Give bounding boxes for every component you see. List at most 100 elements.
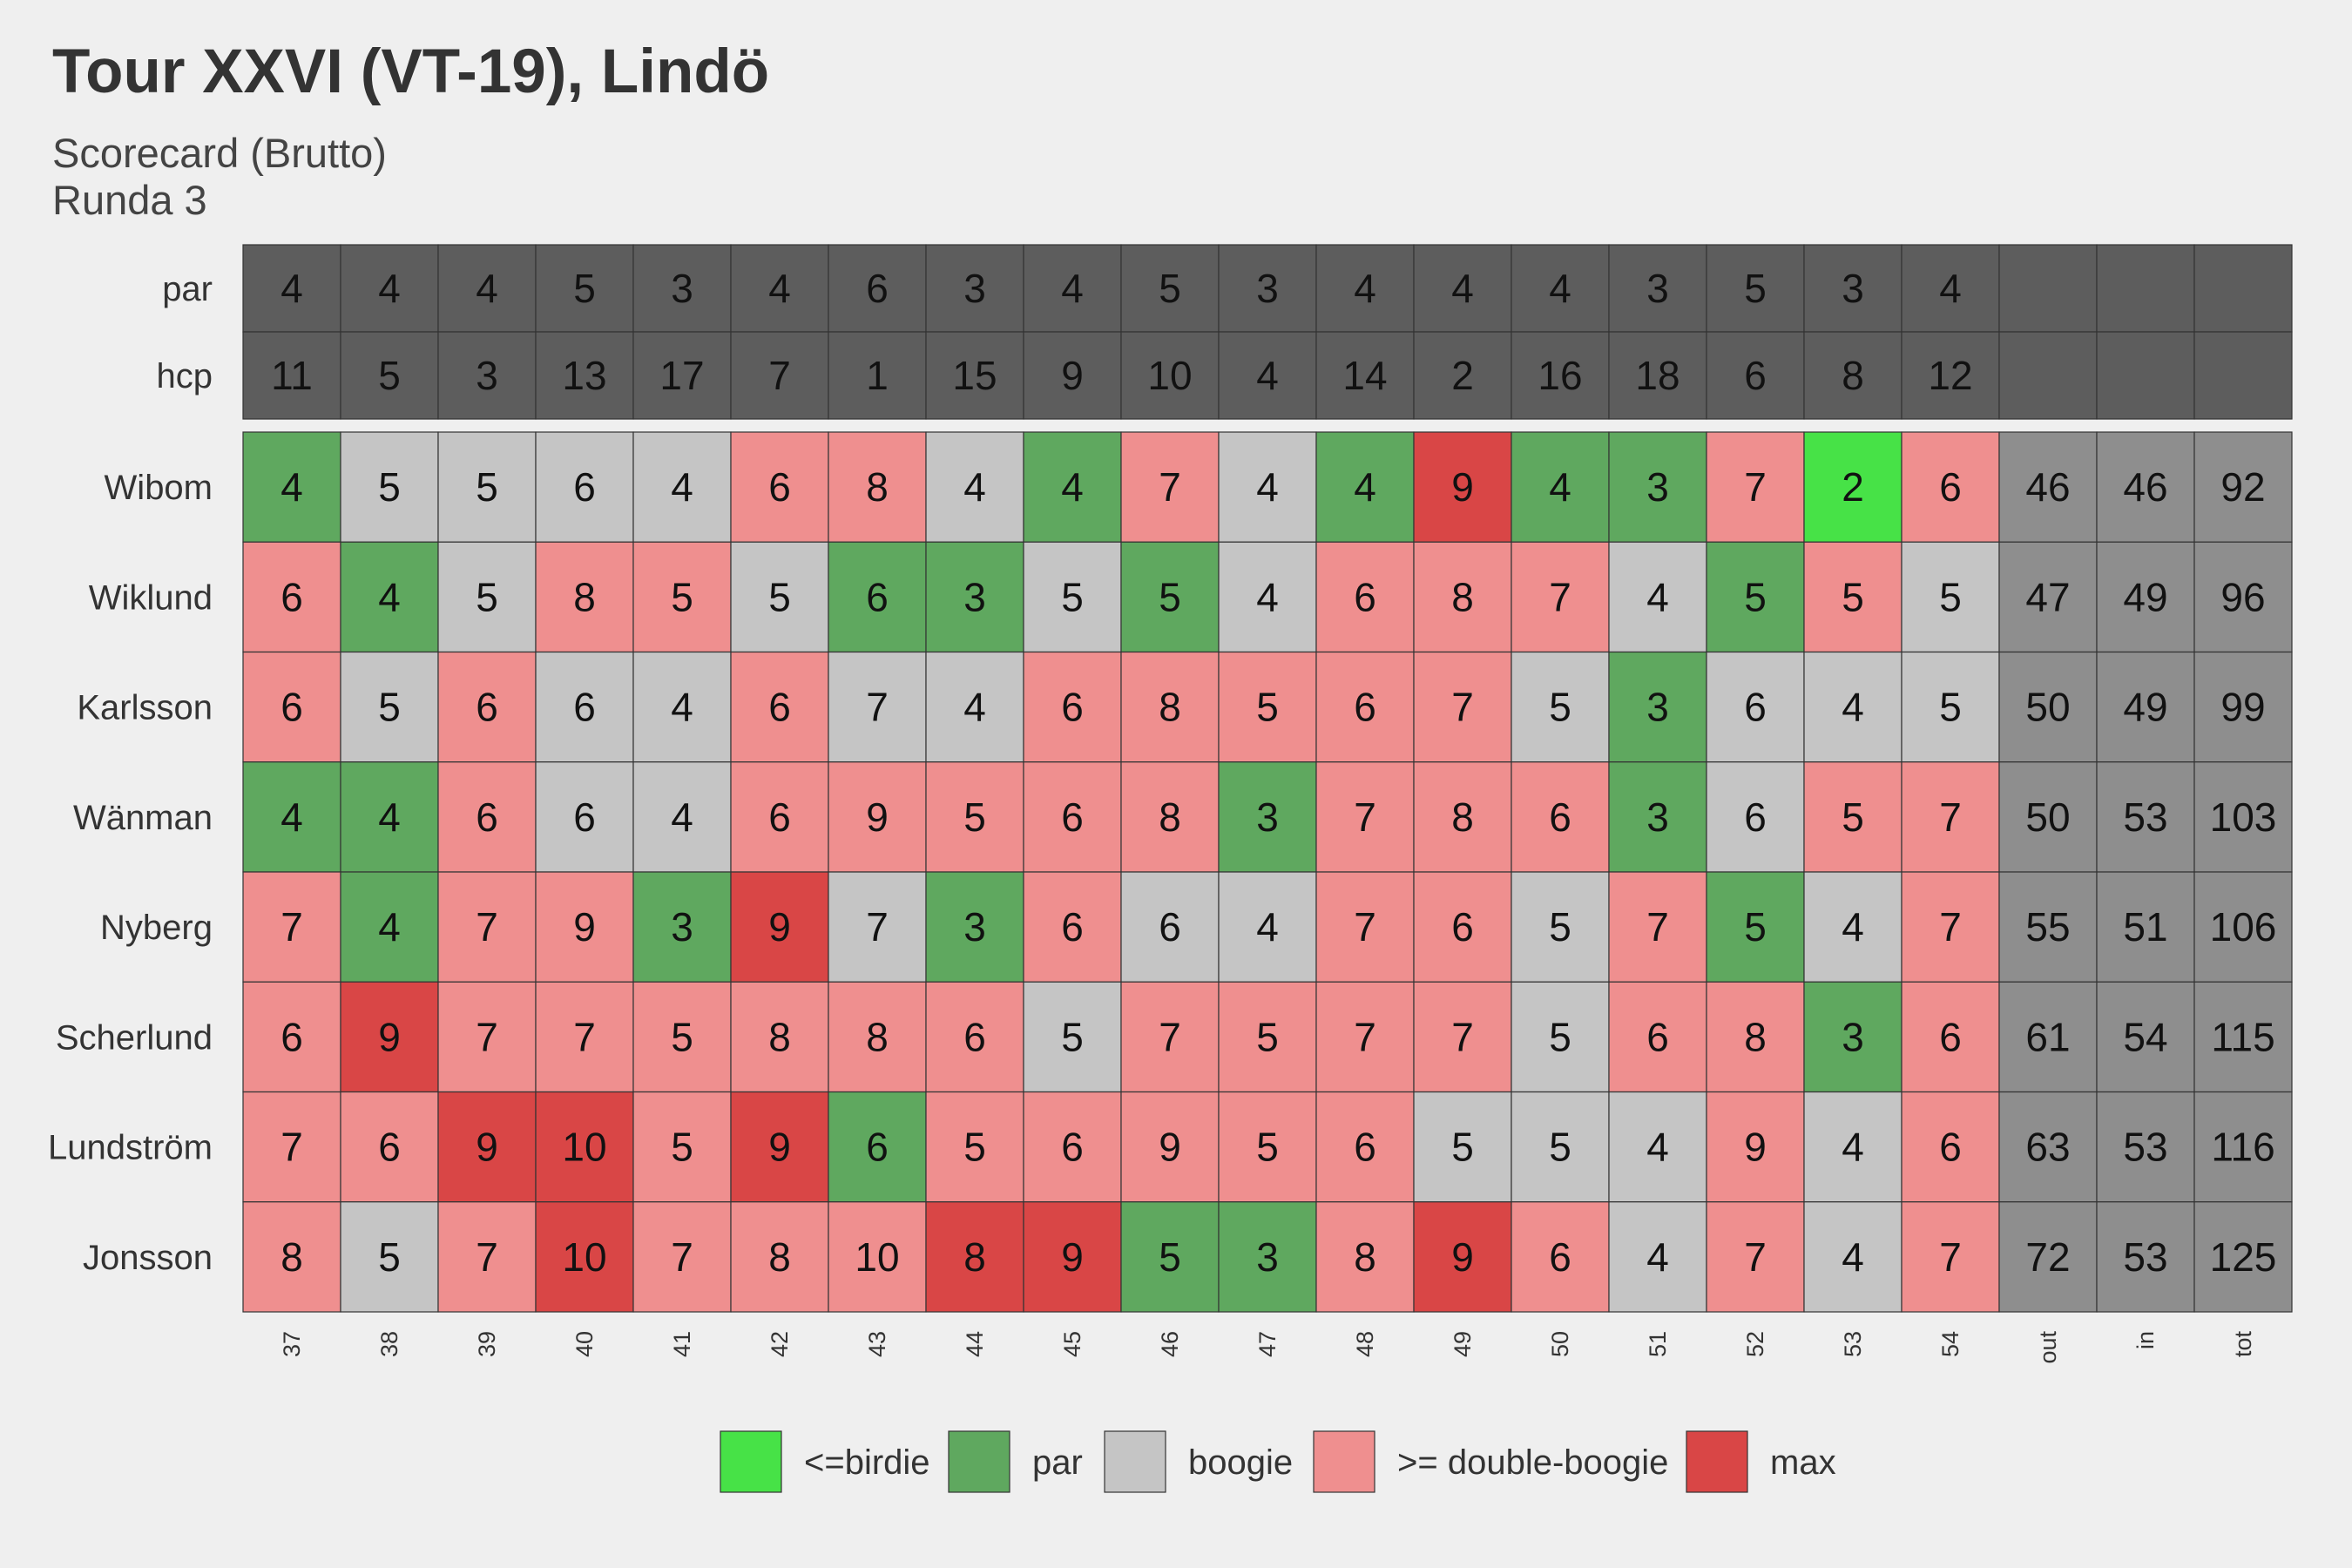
score-cell-value: 4 [963, 685, 986, 730]
score-cell [828, 1091, 927, 1203]
score-cell [535, 1091, 634, 1203]
column-label: 41 [669, 1331, 695, 1357]
score-cell-value: 5 [1256, 1125, 1279, 1170]
score-cell-value: 7 [1451, 1014, 1474, 1059]
score-cell [1023, 981, 1122, 1093]
score-cell-value: 8 [1159, 794, 1181, 840]
info-cell-value: 6 [1744, 353, 1767, 398]
info-cell [828, 331, 927, 420]
score-cell-value: 10 [855, 1234, 899, 1280]
score-cell-value: 4 [1646, 1125, 1669, 1170]
info-cell [1218, 244, 1317, 333]
score-cell-value: 6 [378, 1125, 401, 1170]
score-cell-value: 6 [1744, 685, 1767, 730]
score-cell-value: 5 [378, 1234, 401, 1280]
score-cell [1901, 541, 2000, 653]
score-cell-value: 8 [866, 464, 889, 510]
info-cell [828, 244, 927, 333]
column-label: 47 [1254, 1331, 1281, 1357]
score-cell [828, 651, 927, 763]
score-cell-value: 7 [1159, 1014, 1181, 1059]
score-cell-value: 4 [671, 685, 693, 730]
column-label: 53 [1840, 1331, 1866, 1357]
score-cell-value: 4 [378, 904, 401, 950]
info-cell-value: 18 [1635, 353, 1680, 398]
score-cell-value: 6 [280, 574, 303, 619]
score-cell-value: 6 [573, 685, 596, 730]
info-cell-value: 7 [768, 353, 791, 398]
info-cell [1120, 244, 1220, 333]
score-cell-value: 9 [378, 1014, 401, 1059]
info-cell-value: 12 [1928, 353, 1972, 398]
score-cell [1706, 1091, 1805, 1203]
score-cell [1511, 981, 1610, 1093]
score-cell [730, 1201, 829, 1313]
score-cell-value: 6 [1451, 904, 1474, 950]
summary-cell-value: 92 [2220, 464, 2265, 510]
info-cell [1998, 244, 2098, 333]
column-label: 44 [962, 1331, 988, 1357]
score-cell [1120, 981, 1220, 1093]
score-cell [1218, 761, 1317, 873]
score-cell-value: 2 [1842, 464, 1864, 510]
score-cell [828, 981, 927, 1093]
info-cell-value: 4 [1061, 266, 1084, 311]
summary-cell [1998, 431, 2098, 543]
column-label: 52 [1742, 1331, 1768, 1357]
info-cell-value: 13 [562, 353, 606, 398]
score-cell [925, 761, 1024, 873]
score-cell [828, 761, 927, 873]
legend-swatch-birdie [720, 1430, 782, 1493]
score-cell [1706, 761, 1805, 873]
score-cell-value: 7 [1744, 464, 1767, 510]
summary-cell-value: 46 [2025, 464, 2070, 510]
score-cell [1901, 761, 2000, 873]
score-cell [437, 1201, 537, 1313]
score-cell [1120, 431, 1220, 543]
score-cell-value: 5 [1939, 685, 1962, 730]
score-cell [340, 1091, 439, 1203]
score-cell-value: 3 [1646, 794, 1669, 840]
score-cell [535, 761, 634, 873]
chart-round-label: Runda 3 [52, 177, 207, 223]
summary-cell [2096, 1201, 2195, 1313]
score-cell [730, 761, 829, 873]
player-label: Jonsson [83, 1239, 213, 1277]
score-cell [632, 761, 732, 873]
score-cell [1315, 981, 1415, 1093]
score-cell [535, 651, 634, 763]
score-cell-value: 10 [562, 1125, 606, 1170]
info-cell-value: 5 [573, 266, 596, 311]
score-cell [925, 981, 1024, 1093]
score-cell-value: 3 [1646, 464, 1669, 510]
score-cell-value: 5 [1256, 685, 1279, 730]
score-cell-value: 6 [280, 685, 303, 730]
score-cell-value: 9 [866, 794, 889, 840]
score-cell-value: 8 [768, 1234, 791, 1280]
summary-cell-value: 54 [2123, 1014, 2167, 1059]
column-label: 46 [1157, 1331, 1183, 1357]
score-cell-value: 3 [1256, 1234, 1279, 1280]
row-label-hcp: hcp [157, 357, 213, 395]
score-cell-value: 9 [768, 1125, 791, 1170]
score-cell-value: 6 [1939, 1014, 1962, 1059]
info-cell-value: 4 [1939, 266, 1962, 311]
info-cell [242, 331, 341, 420]
score-cell-value: 4 [1842, 904, 1864, 950]
score-cell-value: 3 [1646, 685, 1669, 730]
score-cell-value: 5 [768, 574, 791, 619]
summary-cell-value: 106 [2210, 904, 2277, 950]
summary-cell-value: 99 [2220, 685, 2265, 730]
score-cell-value: 6 [1549, 1234, 1571, 1280]
score-cell-value: 6 [1159, 904, 1181, 950]
score-cell-value: 6 [1061, 1125, 1084, 1170]
score-cell [632, 1201, 732, 1313]
score-cell [242, 651, 341, 763]
player-label: Nyberg [100, 909, 213, 947]
score-cell-value: 4 [1646, 1234, 1669, 1280]
info-cell [1120, 331, 1220, 420]
score-cell-value: 7 [1939, 794, 1962, 840]
info-cell-value: 5 [378, 353, 401, 398]
summary-cell-value: 50 [2025, 685, 2070, 730]
score-cell-value: 8 [866, 1014, 889, 1059]
